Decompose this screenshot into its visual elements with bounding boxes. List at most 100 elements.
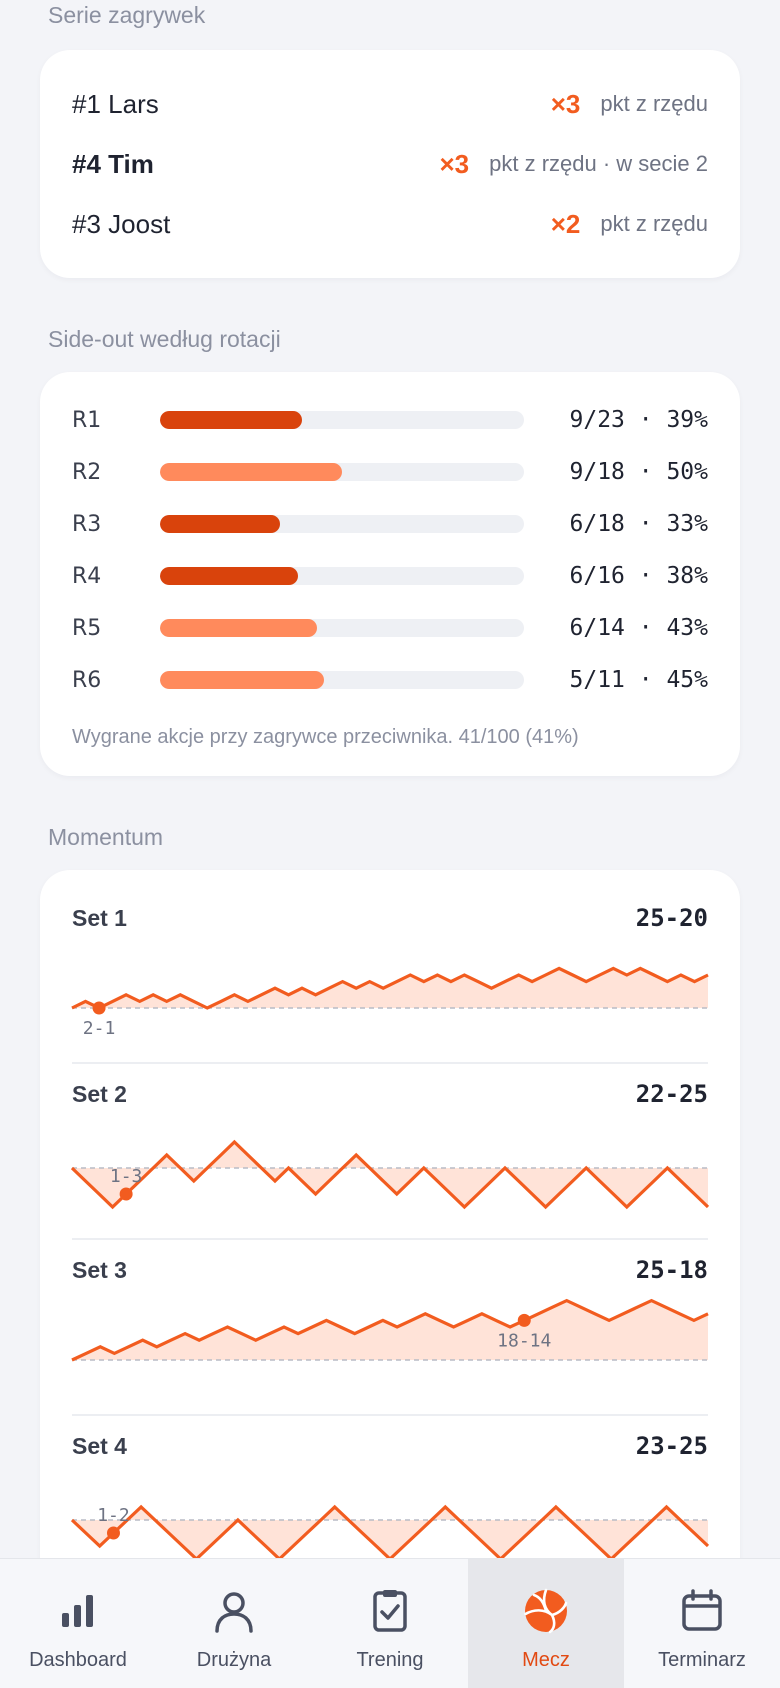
rotation-bar-track — [160, 515, 524, 533]
rotation-row[interactable]: R3 6/18 · 33% — [72, 506, 708, 542]
set-name: Set 1 — [72, 904, 127, 931]
momentum-marker-label: 1-2 — [97, 1505, 130, 1526]
person-icon — [215, 1592, 253, 1633]
rotation-bar-fill — [160, 567, 299, 585]
nav-label: Drużyna — [196, 1649, 272, 1671]
momentum-card: Set 1 25-20 2-1 Set 2 22-25 1-3 Set 3 25-18 18-1… — [40, 870, 740, 1590]
bar-chart-icon — [62, 1595, 93, 1627]
rotation-row[interactable]: R4 6/16 · 38% — [72, 558, 708, 594]
rotation-label: R2 — [72, 459, 102, 485]
momentum-line — [71, 966, 709, 1010]
streak-row-1[interactable]: #1 Lars ×3 pkt z rzędu — [72, 84, 708, 124]
set-divider — [72, 1238, 708, 1240]
rotation-bar-fill — [160, 463, 342, 481]
rotation-value: 6/14 · 43% — [569, 615, 708, 641]
rotation-bar-track — [160, 411, 524, 429]
streak-description: pkt z rzędu · w secie 2 — [489, 151, 708, 176]
rotation-row[interactable]: R5 6/14 · 43% — [72, 610, 708, 646]
momentum-marker[interactable] — [119, 1187, 133, 1201]
nav-item-schedule[interactable]: Terminarz — [624, 1559, 780, 1688]
streak-multiplier: ×3 — [439, 148, 470, 179]
set-divider — [72, 1062, 708, 1064]
momentum-marker-label: 2-1 — [83, 1018, 116, 1039]
nav-label: Dashboard — [29, 1649, 127, 1671]
sideout-card: R6 5/11 · 45% R5 6/14 · 43% R4 6/16 · 38% R3 6/… — [40, 372, 740, 776]
rotation-label: R6 — [72, 667, 102, 693]
rotation-bar-track — [160, 671, 524, 689]
streak-multiplier: ×2 — [550, 208, 581, 239]
serve-streaks-title: Serie zagrywek — [48, 2, 206, 28]
rotation-label: R3 — [72, 511, 102, 537]
rotation-bar-track — [160, 463, 524, 481]
momentum-chart: 18-14 — [71, 1298, 709, 1362]
set-score: 25-18 — [635, 1256, 708, 1284]
nav-item-dashboard[interactable]: Dashboard — [0, 1559, 156, 1688]
rotation-value: 9/18 · 50% — [569, 459, 708, 485]
momentum-marker[interactable] — [92, 1001, 106, 1015]
streak-player-name: #1 Lars — [72, 88, 159, 119]
momentum-chart: 2-1 — [71, 966, 709, 1039]
rotation-bar-fill — [160, 411, 302, 429]
momentum-marker[interactable] — [106, 1526, 120, 1540]
momentum-line — [70, 1139, 710, 1210]
momentum-area — [72, 1142, 708, 1207]
rotation-row[interactable]: R2 9/18 · 50% — [72, 454, 708, 490]
momentum-set: Set 3 25-18 18-14 — [71, 1250, 709, 1406]
set-header: Set 3 25-18 — [72, 1250, 708, 1290]
sideout-title: Side-out według rotacji — [48, 326, 281, 352]
rotation-label: R5 — [72, 615, 102, 641]
nav-item-training[interactable]: Trening — [312, 1559, 468, 1688]
bottom-navigation: Dashboard Drużyna Trening Mecz Terminarz — [0, 1558, 780, 1688]
streak-row-2[interactable]: #4 Tim ×3 pkt z rzędu · w secie 2 — [72, 144, 708, 184]
rotation-value: 6/16 · 38% — [569, 563, 708, 589]
rotation-value: 5/11 · 45% — [569, 667, 708, 693]
rotation-row[interactable]: R6 5/11 · 45% — [72, 662, 708, 698]
momentum-set: Set 2 22-25 1-3 — [70, 1074, 710, 1230]
nav-label: Terminarz — [658, 1649, 746, 1671]
momentum-marker-label: 18-14 — [497, 1330, 551, 1351]
nav-label: Trening — [356, 1649, 424, 1671]
calendar-icon — [682, 1589, 722, 1631]
set-header: Set 1 25-20 — [72, 898, 708, 938]
set-name: Set 3 — [72, 1256, 127, 1283]
momentum-set: Set 1 25-20 2-1 — [71, 898, 709, 1054]
set-header: Set 4 23-25 — [72, 1426, 708, 1466]
rotation-value: 6/18 · 33% — [569, 511, 708, 537]
rotation-bar-fill — [160, 671, 324, 689]
set-score: 23-25 — [635, 1432, 708, 1460]
rotation-label: R1 — [72, 407, 102, 433]
momentum-chart: 1-2 — [70, 1504, 710, 1562]
nav-item-match[interactable]: Mecz — [468, 1559, 624, 1688]
nav-label: Mecz — [522, 1649, 570, 1671]
set-header: Set 2 22-25 — [72, 1074, 708, 1114]
streak-player-name: #4 Tim — [72, 148, 154, 179]
rotation-bar-track — [160, 567, 524, 585]
streak-multiplier: ×3 — [550, 88, 581, 119]
set-name: Set 4 — [72, 1432, 127, 1459]
rotation-value: 9/23 · 39% — [569, 407, 708, 433]
streak-player-name: #3 Joost — [72, 208, 171, 239]
momentum-line — [71, 1298, 709, 1362]
nav-item-team[interactable]: Drużyna — [156, 1559, 312, 1688]
set-score: 25-20 — [635, 904, 708, 932]
streak-description: pkt z rzędu — [600, 211, 708, 236]
set-score: 22-25 — [635, 1080, 708, 1108]
clipboard-check-icon — [373, 1590, 407, 1632]
rotation-bar-fill — [160, 619, 317, 637]
momentum-area — [72, 1300, 708, 1360]
rotation-bar-track — [160, 619, 524, 637]
rotation-bar-fill — [160, 515, 281, 533]
momentum-marker-label: 1-3 — [110, 1166, 143, 1187]
set-divider — [72, 1414, 708, 1416]
volleyball-icon — [524, 1588, 568, 1634]
streak-row-3[interactable]: #3 Joost ×2 pkt z rzędu — [72, 204, 708, 244]
set-name: Set 2 — [72, 1080, 127, 1107]
momentum-title: Momentum — [48, 824, 164, 850]
momentum-marker[interactable] — [517, 1313, 531, 1327]
streak-description: pkt z rzędu — [600, 91, 708, 116]
rotation-label: R4 — [72, 563, 102, 589]
momentum-chart: 1-3 — [70, 1139, 710, 1210]
serve-streaks-card: #1 Lars ×3 pkt z rzędu #4 Tim ×3 pkt z r… — [40, 50, 740, 278]
rotation-row[interactable]: R1 9/23 · 39% — [72, 402, 708, 438]
sideout-note: Wygrane akcje przy zagrywce przeciwnika.… — [72, 726, 579, 748]
